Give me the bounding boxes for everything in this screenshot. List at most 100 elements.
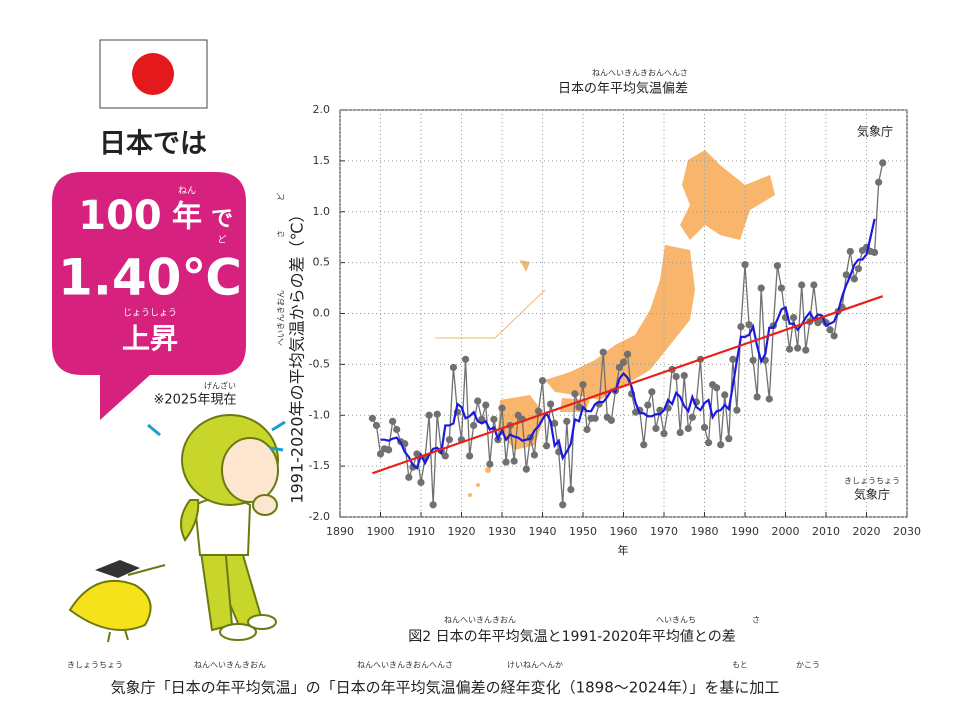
data-point xyxy=(534,407,543,415)
data-point xyxy=(753,393,761,401)
data-point xyxy=(729,355,737,363)
bird-illustration xyxy=(68,560,166,643)
data-point xyxy=(765,395,773,403)
data-point xyxy=(607,416,615,424)
data-point xyxy=(680,371,688,380)
note: ※2025年現在 xyxy=(154,393,237,408)
data-point xyxy=(591,414,599,422)
y-axis-label: 1991-2020年の平均気温からの差（℃） xyxy=(288,206,307,503)
trend-line xyxy=(372,295,884,475)
ruby: ねんへいきんきおん xyxy=(444,616,516,625)
data-point xyxy=(389,417,397,425)
data-point xyxy=(490,415,498,423)
y-tick-label: 0.5 xyxy=(313,256,331,269)
data-point xyxy=(672,372,680,381)
x-tick-label: 1910 xyxy=(407,525,435,538)
data-point xyxy=(478,415,486,423)
data-point xyxy=(810,281,818,289)
data-point xyxy=(875,178,883,186)
data-point xyxy=(538,377,547,385)
data-point xyxy=(486,460,494,468)
badge-amount: 1.40℃ xyxy=(58,249,242,307)
caption: 図2 日本の年平均気温と1991-2020年平均値との差 xyxy=(408,629,736,645)
y-tick-label: -0.5 xyxy=(309,357,330,370)
x-tick-label: 2020 xyxy=(853,525,881,538)
data-point xyxy=(660,429,668,438)
data-point xyxy=(725,435,733,443)
data-point xyxy=(551,419,559,427)
data-point xyxy=(644,401,652,409)
data-point xyxy=(826,326,834,334)
data-point xyxy=(721,391,729,399)
badge-years: 100 xyxy=(78,193,162,239)
ruby: ど xyxy=(277,193,286,201)
x-tick-label: 1900 xyxy=(367,525,395,538)
data-point xyxy=(700,423,709,432)
data-point xyxy=(737,323,745,331)
data-point xyxy=(599,348,607,356)
data-point xyxy=(385,446,393,454)
x-tick-label: 2010 xyxy=(812,525,840,538)
y-tick-label: -2.0 xyxy=(309,510,330,523)
x-tick-label: 1920 xyxy=(448,525,476,538)
y-tick-label: 2.0 xyxy=(313,103,331,116)
y-tick-label: 1.0 xyxy=(313,205,331,218)
data-point xyxy=(615,363,624,372)
data-point xyxy=(368,414,376,422)
data-point xyxy=(542,442,551,450)
data-point xyxy=(433,410,441,418)
data-point xyxy=(405,473,413,481)
map-inset-line xyxy=(435,289,546,339)
data-point xyxy=(757,284,765,292)
ruby: さ xyxy=(277,230,286,238)
headline: 日本では xyxy=(99,129,207,160)
data-point xyxy=(741,261,749,269)
x-tick-label: 1890 xyxy=(326,525,354,538)
ruby: へいきんきおん xyxy=(277,290,286,346)
data-point xyxy=(842,271,850,279)
data-point xyxy=(777,284,786,292)
agency-label: 気象庁 xyxy=(857,124,893,139)
x-tick-label: 2030 xyxy=(893,525,921,538)
data-point xyxy=(417,478,425,487)
y-tick-label: -1.0 xyxy=(309,408,330,421)
data-point xyxy=(830,332,838,340)
data-point xyxy=(790,313,798,322)
data-point xyxy=(676,428,684,437)
data-point xyxy=(530,451,539,459)
data-point xyxy=(785,345,794,353)
x-tick-label: 1960 xyxy=(610,525,638,538)
data-point xyxy=(575,403,583,411)
data-point xyxy=(846,247,854,256)
data-point xyxy=(559,501,567,509)
girl-illustration xyxy=(147,414,286,641)
data-point xyxy=(798,281,806,289)
ruby: きしょうちょう xyxy=(67,661,123,670)
data-point xyxy=(547,400,555,408)
data-point xyxy=(510,457,518,465)
data-point xyxy=(583,425,591,434)
ruby: ねんへいきんきおん xyxy=(194,661,266,670)
data-point xyxy=(745,321,753,329)
flag-sun xyxy=(132,53,174,95)
chart-title: 日本の年平均気温偏差 xyxy=(558,81,688,97)
data-point xyxy=(413,450,421,458)
data-point xyxy=(482,401,490,409)
data-point xyxy=(850,275,858,283)
x-tick-label: 1950 xyxy=(569,525,597,538)
y-tick-label: 0.0 xyxy=(313,307,331,320)
data-point xyxy=(794,344,802,352)
x-tick-label: 2000 xyxy=(772,525,800,538)
data-point xyxy=(449,363,457,372)
x-tick-label: 1940 xyxy=(529,525,557,538)
x-tick-label: 1980 xyxy=(691,525,719,538)
data-point xyxy=(713,384,721,392)
badge-year-unit: 年 xyxy=(172,200,202,235)
badge-particle: で xyxy=(211,207,233,232)
x-tick-label: 1990 xyxy=(731,525,759,538)
trend-line xyxy=(380,218,876,470)
data-point xyxy=(802,346,810,354)
data-point xyxy=(445,436,453,444)
data-point xyxy=(429,501,437,509)
